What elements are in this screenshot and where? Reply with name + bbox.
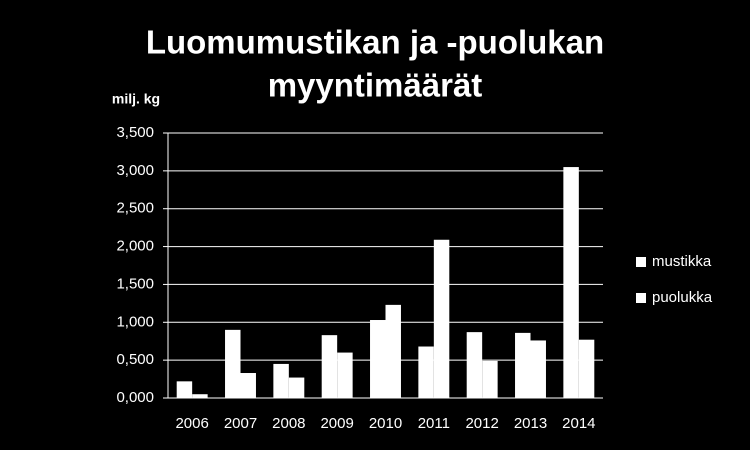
bar xyxy=(530,340,546,398)
y-tick-label: 1,500 xyxy=(116,275,154,292)
x-tick-label: 2010 xyxy=(369,415,402,432)
y-tick-label: 2,500 xyxy=(116,200,154,217)
bar xyxy=(466,332,483,398)
y-tick-label: 3,000 xyxy=(116,162,154,179)
bar xyxy=(337,352,353,398)
y-axis-label: milj. kg xyxy=(112,91,160,107)
bar xyxy=(418,346,434,398)
x-tick-label: 2012 xyxy=(465,415,498,432)
chart-title: myyntimäärät xyxy=(268,67,483,104)
legend-swatch xyxy=(636,293,646,303)
x-tick-label: 2009 xyxy=(320,415,353,432)
x-tick-label: 2013 xyxy=(514,415,547,432)
y-tick-label: 1,000 xyxy=(116,313,154,330)
chart-title: Luomumustikan ja -puolukan xyxy=(146,24,604,61)
legend-swatch xyxy=(636,257,646,267)
bar xyxy=(273,363,289,398)
y-tick-label: 0,000 xyxy=(116,389,154,406)
y-tick-label: 2,000 xyxy=(116,238,154,255)
legend-label: puolukka xyxy=(652,289,713,306)
bar xyxy=(482,360,498,398)
bar xyxy=(563,167,579,398)
bar xyxy=(370,320,386,398)
x-tick-label: 2011 xyxy=(418,415,450,432)
x-tick-label: 2014 xyxy=(562,415,595,432)
bar xyxy=(515,332,531,398)
bar xyxy=(578,339,595,398)
bar xyxy=(321,335,338,398)
x-tick-label: 2008 xyxy=(272,415,305,432)
y-tick-label: 3,500 xyxy=(116,124,154,141)
bar xyxy=(240,373,256,398)
bar xyxy=(288,377,305,398)
x-tick-label: 2006 xyxy=(175,415,208,432)
bar xyxy=(225,329,241,398)
x-tick-label: 2007 xyxy=(224,415,257,432)
legend-label: mustikka xyxy=(652,253,712,270)
bar xyxy=(385,304,401,398)
bar xyxy=(433,239,450,398)
y-tick-label: 0,500 xyxy=(116,351,154,368)
bar xyxy=(176,381,193,398)
bar xyxy=(192,394,208,398)
